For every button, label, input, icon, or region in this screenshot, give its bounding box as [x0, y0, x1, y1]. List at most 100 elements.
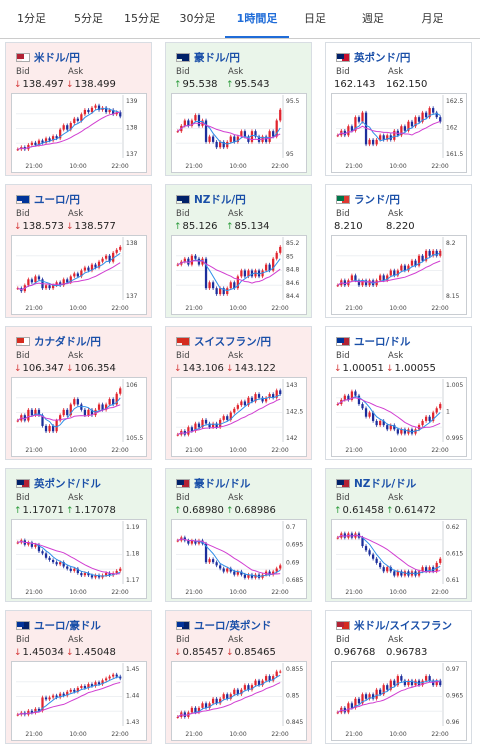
candle-body [83, 109, 87, 115]
currency-card[interactable]: ランド/円 Bid Ask 8.210 8.220 8.2 8.15 21:00 10:00 22… [325, 184, 472, 318]
y-tick-label: 1.45 [126, 666, 140, 673]
pair-link[interactable]: 豪ドル/ドル [176, 476, 250, 490]
arrow-down-icon: ↓ [14, 648, 22, 658]
pair-link[interactable]: 米ドル/スイスフラン [336, 618, 452, 632]
candle-body [354, 275, 357, 281]
candle-body [219, 698, 222, 704]
candle-body [104, 573, 108, 576]
currency-card[interactable]: ユーロ/ドル Bid Ask ↓1.00051 ↓1.00055 1.005 1 0.995 2… [325, 326, 472, 460]
pair-link[interactable]: NZドル/ドル [336, 476, 416, 490]
pair-link[interactable]: ユーロ/円 [16, 192, 80, 206]
price-chart[interactable]: 0.7 0.695 0.69 0.685 21:00 10:00 22:00 [171, 519, 307, 599]
pair-link[interactable]: スイスフラン/円 [176, 334, 271, 348]
currency-card[interactable]: ユーロ/円 Bid Ask ↓138.573 ↓138.577 138 137 21:00 10… [5, 184, 152, 318]
tab-30min[interactable]: 30分足 [179, 12, 216, 25]
currency-card[interactable]: NZドル/円 Bid Ask ↑85.126 ↑85.134 85.2 85 84.8 84.6… [165, 184, 312, 318]
price-chart[interactable]: 0.97 0.965 0.96 21:00 10:00 22:00 [331, 661, 467, 741]
candle-body [275, 568, 278, 572]
candle-body [275, 671, 278, 677]
y-tick-label: 84.4 [286, 293, 300, 300]
candle-body [37, 708, 41, 711]
pair-name: 英ポンド/円 [354, 51, 411, 64]
candle-body [73, 273, 76, 277]
tab-monthly[interactable]: 月足 [421, 12, 444, 25]
pair-link[interactable]: ユーロ/豪ドル [16, 618, 101, 632]
candle-body [87, 573, 90, 576]
candle-body [354, 117, 357, 131]
pair-link[interactable]: カナダドル/円 [16, 334, 101, 348]
price-chart[interactable]: 138 137 21:00 10:00 22:00 [11, 235, 147, 315]
candle-body [226, 416, 229, 420]
pair-link[interactable]: 米ドル/円 [16, 50, 80, 64]
candle-body [250, 574, 254, 578]
candle-body [389, 680, 392, 690]
candle-body [343, 130, 346, 136]
bid-label: Bid [336, 351, 350, 361]
currency-card[interactable]: 英ポンド/円 Bid Ask 162.143 162.150 162.5 162 161.5 2… [325, 42, 472, 176]
currency-card[interactable]: ユーロ/豪ドル Bid Ask ↓1.45034 ↓1.45048 1.45 1.44 1.4… [5, 610, 152, 744]
currency-card[interactable]: ユーロ/英ポンド Bid Ask ↓0.85457 ↓0.85465 0.855 0.85 0… [165, 610, 312, 744]
tab-1min[interactable]: 1分足 [17, 12, 46, 25]
pair-link[interactable]: ランド/円 [336, 192, 400, 206]
ask-value: 8.220 [386, 221, 415, 232]
currency-card[interactable]: カナダドル/円 Bid Ask ↓106.347 ↓106.354 106 105.5 21:… [5, 326, 152, 460]
tab-5min[interactable]: 5分足 [74, 12, 103, 25]
price-chart[interactable]: 162.5 162 161.5 21:00 10:00 22:00 [331, 93, 467, 173]
price-chart[interactable]: 143 142.5 142 21:00 10:00 22:00 [171, 377, 307, 457]
y-tick-label: 1.18 [126, 551, 140, 558]
candle-body [432, 250, 435, 256]
x-tick-label: 21:00 [25, 589, 42, 596]
x-tick-label: 21:00 [25, 447, 42, 454]
price-chart[interactable]: 1.005 1 0.995 21:00 10:00 22:00 [331, 377, 467, 457]
pair-link[interactable]: 英ポンド/ドル [16, 476, 101, 490]
price-chart[interactable]: 106 105.5 21:00 10:00 22:00 [11, 377, 147, 457]
candle-body [104, 255, 108, 259]
candle-body [236, 689, 239, 695]
price-chart[interactable]: 0.62 0.615 0.61 21:00 10:00 22:00 [331, 519, 467, 599]
candle-body [336, 537, 339, 539]
pair-link[interactable]: ユーロ/英ポンド [176, 618, 271, 632]
pair-link[interactable]: NZドル/円 [176, 192, 246, 206]
pair-link[interactable]: 英ポンド/円 [336, 50, 410, 64]
ask-value: ↓106.354 [66, 363, 116, 374]
price-chart[interactable]: 95.5 95 21:00 10:00 22:00 [171, 93, 307, 173]
ma-long-line [17, 404, 121, 421]
ask-value: ↓1.45048 [66, 647, 116, 658]
currency-card[interactable]: 米ドル/円 Bid Ask ↓138.497 ↓138.499 139 138 137 21:0… [5, 42, 152, 176]
tab-weekly[interactable]: 週足 [362, 12, 384, 25]
price-chart[interactable]: 85.2 85 84.8 84.6 84.4 21:00 10:00 22:00 [171, 235, 307, 315]
candle-body [41, 140, 44, 143]
price-chart[interactable]: 0.855 0.85 0.845 21:00 10:00 22:00 [171, 661, 307, 741]
price-chart[interactable]: 1.45 1.44 1.43 21:00 10:00 22:00 [11, 661, 147, 741]
bid-price: 0.85457 [182, 647, 224, 658]
candle-body [187, 120, 190, 126]
currency-card[interactable]: 英ポンド/ドル Bid Ask ↑1.17071 ↑1.17078 1.19 1.18 1.1… [5, 468, 152, 602]
currency-card[interactable]: 米ドル/スイスフラン Bid Ask 0.96768 0.96783 0.97 0.965 0… [325, 610, 472, 744]
currency-card[interactable]: スイスフラン/円 Bid Ask ↓143.106 ↓143.122 143 142.5 14… [165, 326, 312, 460]
currency-card[interactable]: 豪ドル/ドル Bid Ask ↑0.68980 ↑0.68986 0.7 0.695 0.69… [165, 468, 312, 602]
x-tick-label: 21:00 [25, 731, 42, 738]
currency-card[interactable]: NZドル/ドル Bid Ask ↑0.61458 ↑0.61472 0.62 0.615 0.… [325, 468, 472, 602]
candle-body [48, 138, 51, 141]
tab-daily[interactable]: 日足 [304, 12, 326, 25]
candle-body [104, 678, 108, 681]
candle-body [76, 568, 79, 574]
pair-link[interactable]: 豪ドル/円 [176, 50, 240, 64]
candle-body [400, 265, 403, 271]
y-tick-label: 8.2 [446, 240, 456, 247]
candle-body [439, 680, 442, 686]
ma-long-line [17, 262, 121, 291]
tab-1hour[interactable]: 1時間足 [225, 0, 289, 38]
x-tick-label: 10:00 [229, 447, 246, 454]
tab-15min[interactable]: 15分足 [124, 12, 160, 25]
pair-link[interactable]: ユーロ/ドル [336, 334, 410, 348]
candle-body [30, 710, 34, 713]
candle-body [361, 537, 364, 547]
currency-card[interactable]: 豪ドル/円 Bid Ask ↑95.538 ↑95.543 95.5 95 21:00 10:0… [165, 42, 312, 176]
price-chart[interactable]: 139 138 137 21:00 10:00 22:00 [11, 93, 147, 173]
candle-body [176, 264, 179, 266]
candle-body [51, 136, 55, 141]
price-chart[interactable]: 1.19 1.18 1.17 21:00 10:00 22:00 [11, 519, 147, 599]
price-chart[interactable]: 8.2 8.15 21:00 10:00 22:00 [331, 235, 467, 315]
candle-body [108, 676, 111, 679]
